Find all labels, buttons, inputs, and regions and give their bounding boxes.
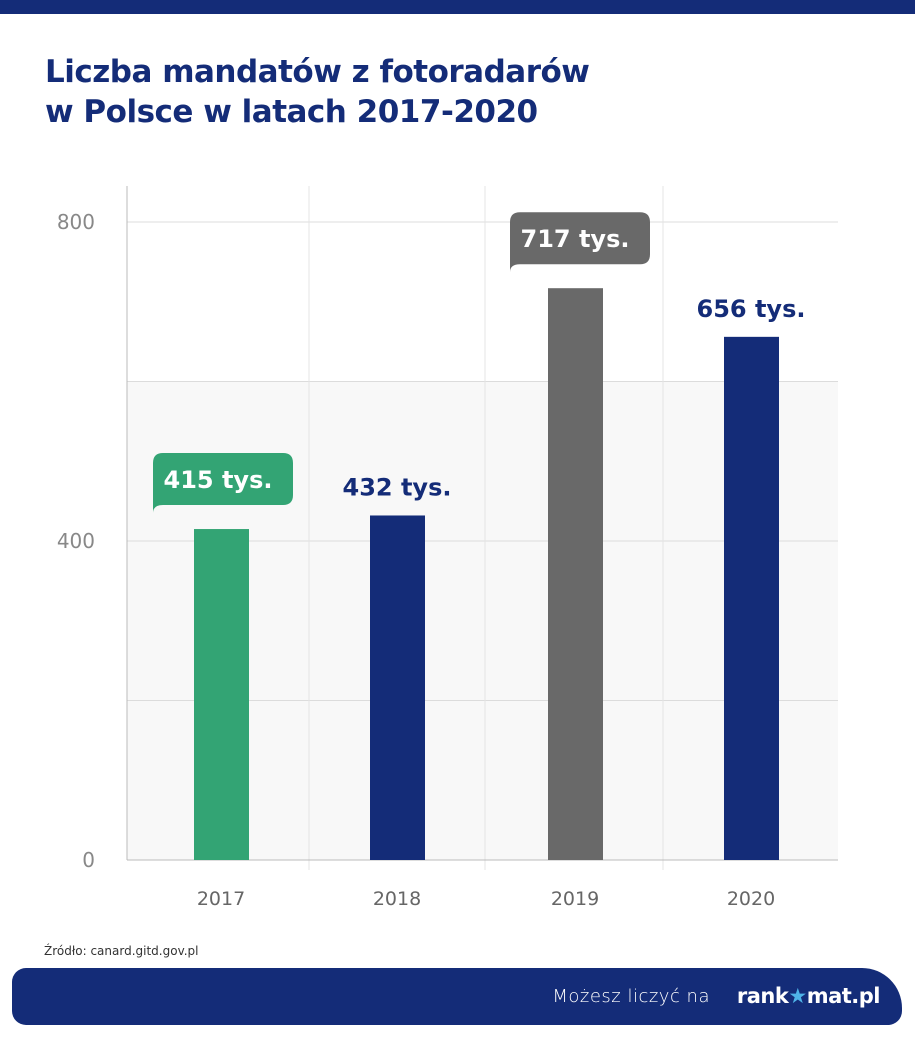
footer-text: Możesz liczyć na	[552, 986, 710, 1007]
y-tick-label: 0	[82, 848, 95, 872]
x-tick-label: 2018	[373, 888, 421, 910]
data-label: 717 tys.	[521, 225, 630, 253]
label-bubble	[153, 453, 293, 514]
data-label: 656 tys.	[697, 295, 806, 323]
star-icon: ★	[788, 984, 807, 1008]
label-bubble	[510, 212, 650, 273]
y-tick-label: 800	[57, 210, 95, 234]
bar-2018	[370, 515, 425, 860]
chart-title: Liczba mandatów z fotoradarów w Polsce w…	[45, 52, 590, 132]
top-bar	[0, 0, 915, 14]
data-label: 432 tys.	[343, 473, 452, 501]
data-label: 415 tys.	[164, 466, 273, 494]
y-tick-label: 400	[57, 529, 95, 553]
source-note: Źródło: canard.gitd.gov.pl	[44, 944, 199, 958]
bar-2019	[548, 288, 603, 860]
x-tick-label: 2017	[197, 888, 245, 910]
bar-2017	[194, 529, 249, 860]
footer-banner: Możesz liczyć na rank★mat.pl	[12, 968, 902, 1025]
title-line-1: Liczba mandatów z fotoradarów	[45, 54, 590, 90]
title-line-2: w Polsce w latach 2017-2020	[45, 94, 538, 130]
x-tick-label: 2019	[551, 888, 599, 910]
x-tick-label: 2020	[727, 888, 775, 910]
rankomat-logo: rank★mat.pl	[736, 984, 881, 1008]
bar-2020	[724, 336, 779, 861]
